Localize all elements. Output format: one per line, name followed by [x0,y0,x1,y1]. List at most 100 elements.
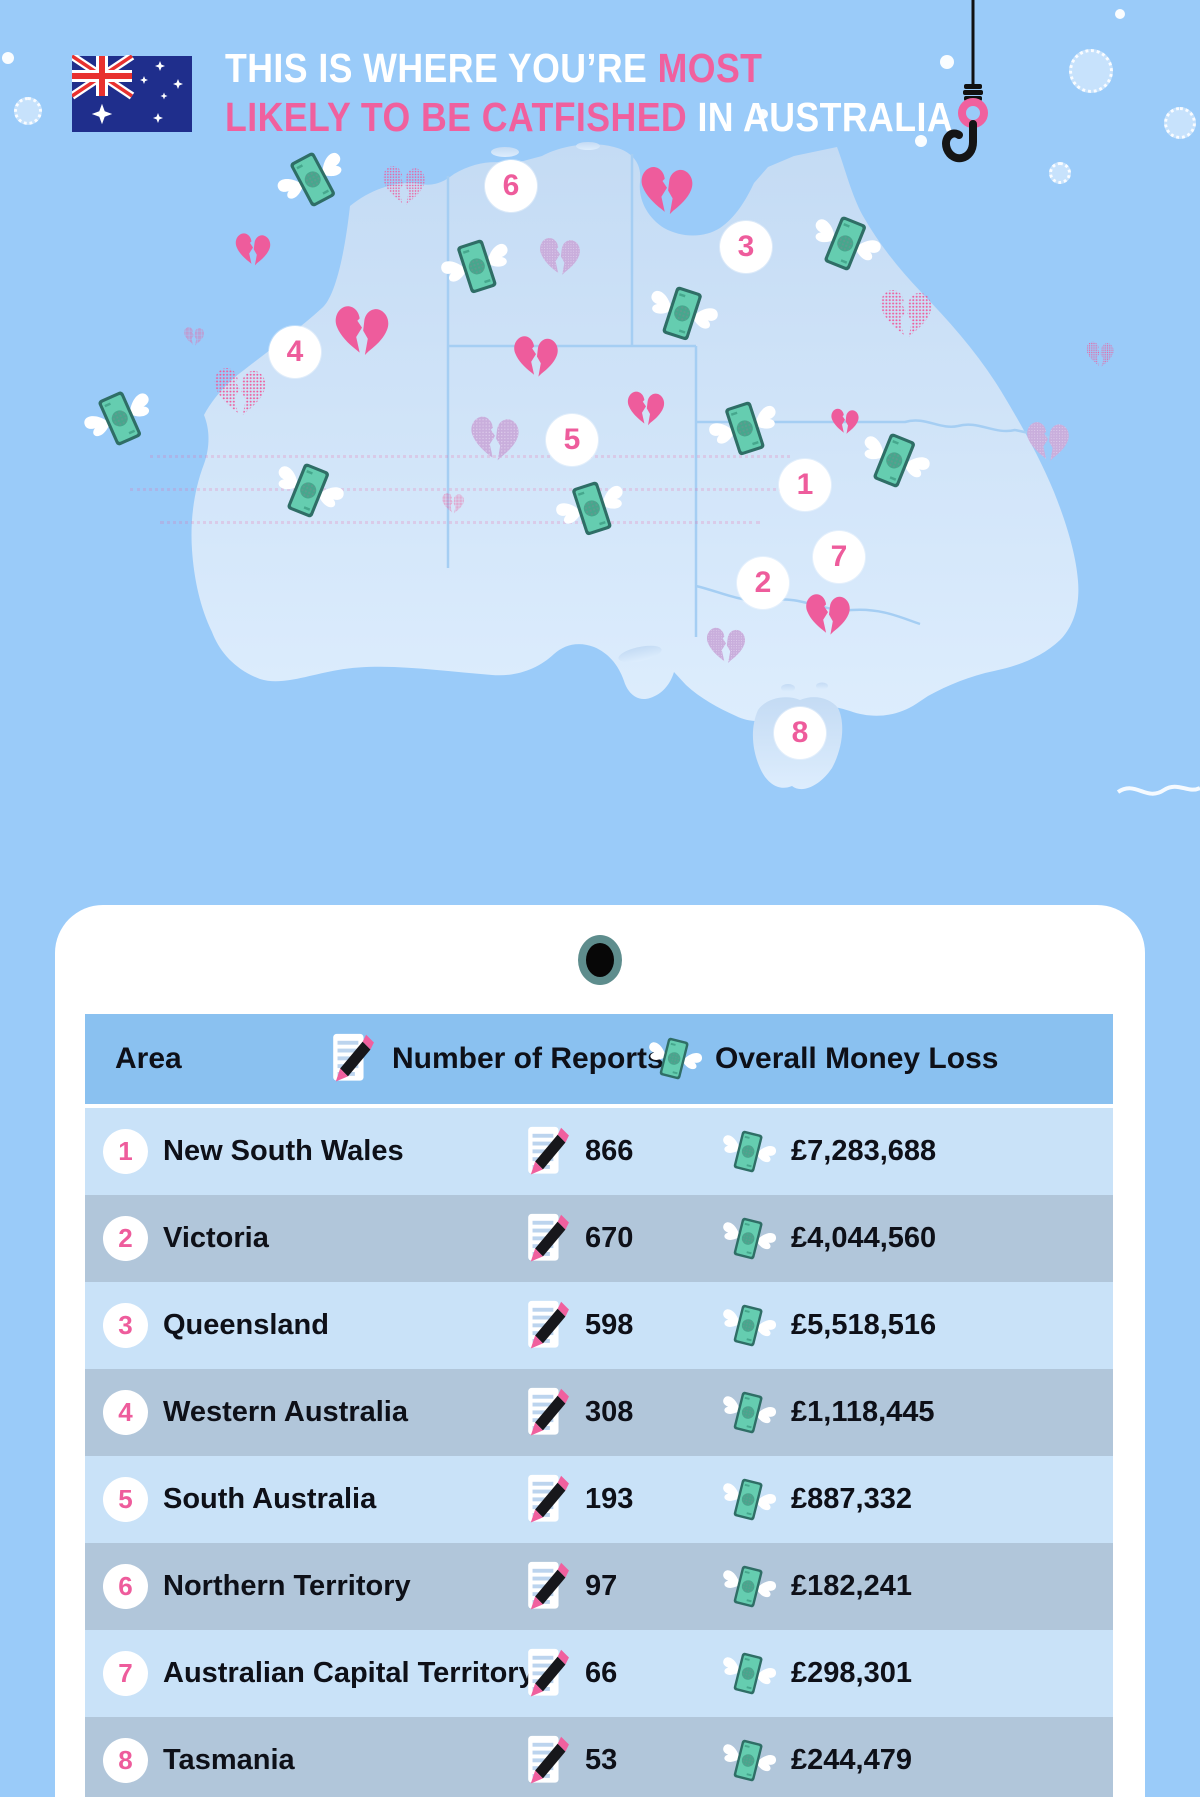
money-loss: £1,118,445 [791,1396,935,1428]
table-row: 4 Western Australia 308 £1,118,445 [85,1369,1113,1456]
broken-heart-icon [234,230,272,268]
header-loss: Overall Money Loss [715,1042,999,1075]
map-rank-marker: 8 [774,707,826,759]
area-name: Victoria [163,1222,269,1254]
bubble-dot [758,109,768,119]
table-row: 2 Victoria 670 £4,044,560 [85,1195,1113,1282]
money-loss: £7,283,688 [791,1135,937,1167]
rank-badge: 4 [103,1390,148,1435]
reports-icon [523,1471,575,1529]
broken-heart-lavender-icon [705,624,747,666]
table-row: 8 Tasmania 53 £244,479 [85,1717,1113,1797]
money-loss: £298,301 [791,1657,912,1689]
broken-heart-icon [333,301,391,359]
halftone-line [130,488,830,491]
broken-heart-dotted-icon [183,325,205,347]
table-row: 7 Australian Capital Territory 66 £298,3… [85,1630,1113,1717]
table-row: 5 South Australia 193 £887,332 [85,1456,1113,1543]
bubble-dot [14,97,42,125]
reports-icon [328,1030,380,1088]
map-rank-marker: 2 [737,557,789,609]
broken-heart-icon [804,590,852,638]
broken-heart-icon [830,406,860,436]
broken-heart-dotted-icon [878,285,934,341]
rank-badge: 2 [103,1216,148,1261]
data-table: Area Number of Reports Overall Money Los… [85,1014,1113,1797]
money-icon [719,1125,777,1179]
money-loss: £182,241 [791,1570,912,1602]
money-icon [719,1734,777,1788]
broken-heart-icon [512,332,560,380]
map-rank-marker: 3 [720,221,772,273]
area-name: Tasmania [163,1744,295,1776]
money-loss: £244,479 [791,1744,912,1776]
data-card: Area Number of Reports Overall Money Los… [55,905,1145,1797]
map-rank-marker: 5 [546,414,598,466]
title-pink-1: MOST [657,45,763,91]
area-name: New South Wales [163,1135,404,1167]
money-icon [719,1473,777,1527]
broken-heart-dotted-icon [1085,339,1115,369]
reports-count: 53 [585,1744,618,1776]
bubble-dot [2,52,14,64]
bubble-dot [940,55,954,69]
broken-heart-icon [639,162,695,218]
money-loss: £4,044,560 [791,1222,937,1254]
money-icon [719,1647,777,1701]
fishing-hook-icon [942,0,988,163]
broken-heart-lavender-icon [469,412,521,464]
reports-icon [523,1558,575,1616]
money-loss: £887,332 [791,1483,912,1515]
table-row: 3 Queensland 598 £5,518,516 [85,1282,1113,1369]
title-white-2: IN AUSTRALIA [697,94,954,140]
table-row: 1 New South Wales 866 £7,283,688 [85,1108,1113,1195]
area-name: South Australia [163,1483,377,1515]
halftone-line [150,455,790,458]
money-icon [719,1299,777,1353]
broken-heart-lavender-icon [1025,418,1071,464]
reports-count: 670 [585,1222,634,1254]
reports-icon [523,1645,575,1703]
reports-count: 598 [585,1309,634,1341]
title-white-1: THIS IS WHERE YOU’RE [225,45,658,91]
bubble-dot [1049,162,1071,184]
money-icon [645,1032,703,1086]
broken-heart-icon [626,388,666,428]
rank-badge: 5 [103,1477,148,1522]
area-name: Queensland [163,1309,329,1341]
rank-badge: 6 [103,1564,148,1609]
area-name: Northern Territory [163,1570,411,1602]
map-rank-marker: 6 [485,160,537,212]
table-header-row: Area Number of Reports Overall Money Los… [85,1014,1113,1104]
reports-icon [523,1297,575,1355]
map-rank-marker: 7 [813,531,865,583]
reports-count: 66 [585,1657,618,1689]
rank-badge: 1 [103,1129,148,1174]
reports-count: 193 [585,1483,634,1515]
rank-badge: 3 [103,1303,148,1348]
camera-dot [578,935,622,985]
bubble-dot [915,135,927,147]
wave-squiggle [1116,784,1200,796]
reports-icon [523,1384,575,1442]
mainland [191,144,1079,722]
broken-heart-dotted-icon [441,491,465,515]
money-icon [719,1386,777,1440]
header-reports: Number of Reports [392,1042,664,1075]
bubble-dot [1069,49,1113,93]
broken-heart-dotted-icon [381,162,427,208]
page-title: THIS IS WHERE YOU’RE MOST LIKELY TO BE C… [225,44,973,142]
reports-count: 97 [585,1570,618,1602]
broken-heart-dotted-icon [212,363,268,419]
table-row: 6 Northern Territory 97 £182,241 [85,1543,1113,1630]
title-pink-2: LIKELY TO BE CATFISHED [225,94,698,140]
reports-count: 308 [585,1396,634,1428]
broken-heart-lavender-icon [538,234,582,278]
reports-icon [523,1732,575,1790]
area-name: Australian Capital Territory [163,1657,535,1689]
reports-icon [523,1123,575,1181]
bubble-dot [1164,107,1196,139]
area-name: Western Australia [163,1396,408,1428]
rank-badge: 8 [103,1738,148,1783]
